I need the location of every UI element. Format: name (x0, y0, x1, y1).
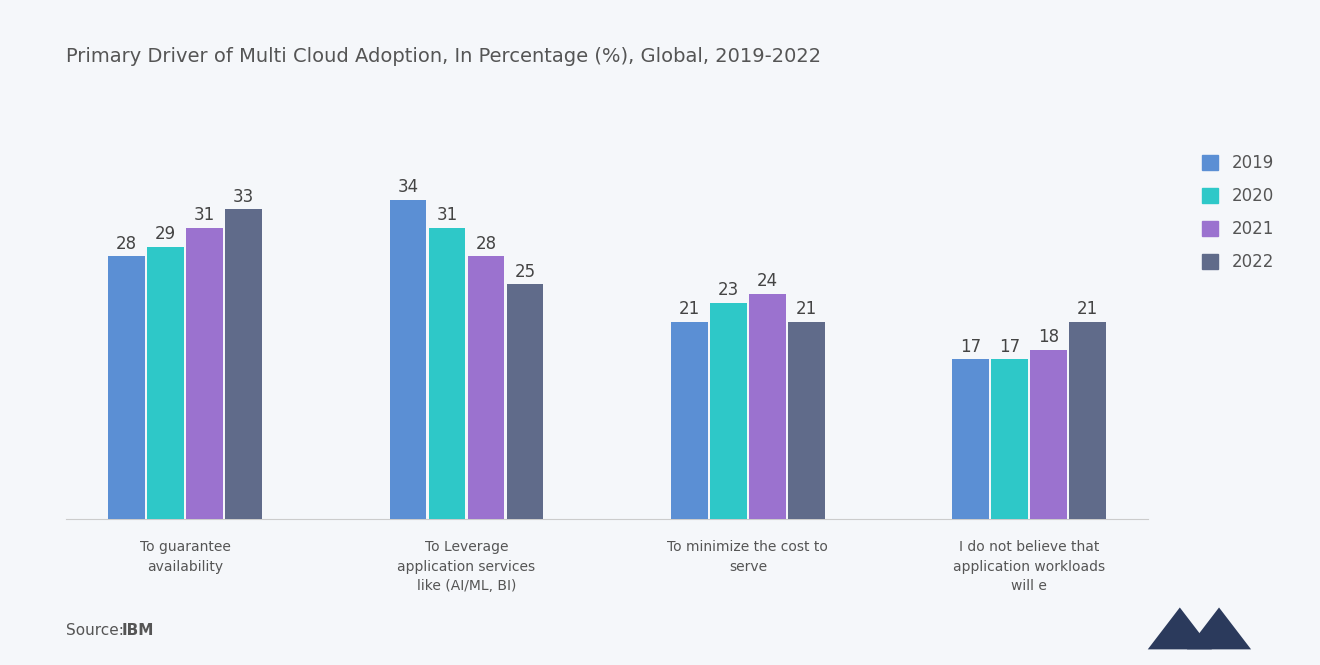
Text: 28: 28 (475, 235, 496, 253)
Text: 21: 21 (796, 300, 817, 318)
Bar (108, 256, 145, 519)
Text: 31: 31 (437, 206, 458, 225)
Bar (1031, 350, 1068, 519)
Text: 24: 24 (756, 272, 777, 290)
Bar (429, 228, 466, 519)
Bar (148, 247, 183, 519)
Text: IBM: IBM (121, 623, 154, 638)
Bar (710, 303, 747, 519)
Text: 21: 21 (678, 300, 700, 318)
Bar (671, 322, 708, 519)
Text: 31: 31 (194, 206, 215, 225)
Bar (953, 359, 989, 519)
Text: Primary Driver of Multi Cloud Adoption, In Percentage (%), Global, 2019-2022: Primary Driver of Multi Cloud Adoption, … (66, 47, 821, 66)
Bar (1069, 322, 1106, 519)
Text: 18: 18 (1039, 329, 1060, 346)
Text: 28: 28 (116, 235, 137, 253)
Text: 33: 33 (232, 188, 255, 205)
Text: 17: 17 (999, 338, 1020, 356)
Bar (991, 359, 1028, 519)
Bar (186, 228, 223, 519)
Text: 29: 29 (154, 225, 176, 243)
Bar (467, 256, 504, 519)
Bar (389, 200, 426, 519)
Text: 17: 17 (961, 338, 982, 356)
Legend: 2019, 2020, 2021, 2022: 2019, 2020, 2021, 2022 (1195, 148, 1280, 278)
Bar (507, 285, 544, 519)
Text: 21: 21 (1077, 300, 1098, 318)
Bar (788, 322, 825, 519)
Bar (226, 209, 261, 519)
Text: 34: 34 (397, 178, 418, 196)
Text: 25: 25 (515, 263, 536, 281)
Text: Source:: Source: (66, 623, 129, 638)
Text: 23: 23 (718, 281, 739, 299)
Bar (748, 294, 785, 519)
